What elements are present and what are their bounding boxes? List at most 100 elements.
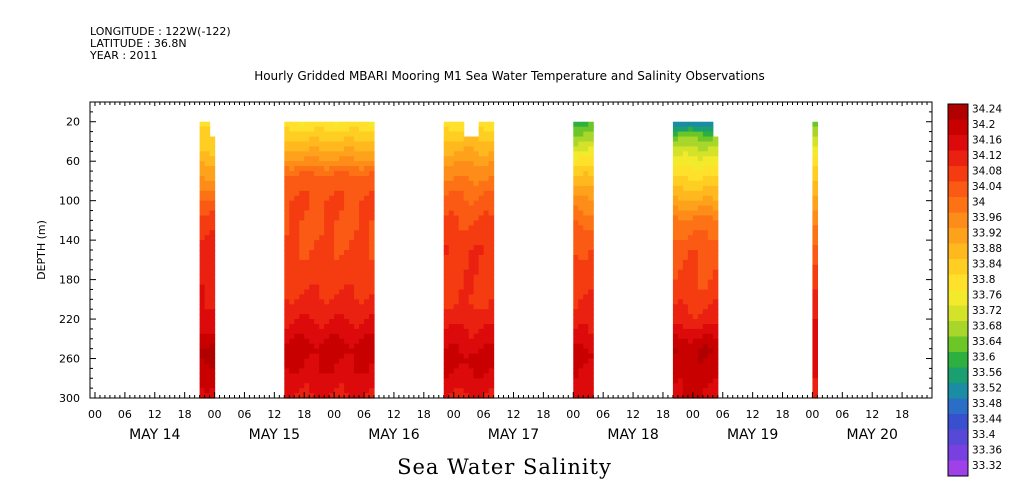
salinity-cell: [319, 309, 325, 315]
salinity-cell: [672, 240, 679, 246]
salinity-cell: [483, 363, 490, 369]
salinity-cell: [329, 240, 335, 246]
salinity-cell: [677, 269, 684, 276]
salinity-cell: [284, 309, 290, 315]
salinity-cell: [314, 250, 320, 256]
salinity-cell: [483, 121, 490, 128]
salinity-cell: [687, 378, 694, 384]
salinity-cell: [453, 250, 460, 256]
salinity-cell: [463, 304, 470, 310]
salinity-cell: [304, 314, 310, 320]
salinity-cell: [294, 166, 300, 172]
salinity-cell: [672, 289, 679, 295]
salinity-cell: [682, 388, 689, 394]
salinity-cell: [458, 383, 465, 389]
salinity-cell: [573, 195, 579, 202]
salinity-cell: [448, 274, 455, 281]
salinity-cell: [359, 333, 365, 340]
salinity-cell: [354, 393, 360, 399]
salinity-cell: [692, 151, 699, 157]
salinity-cell: [712, 378, 719, 384]
salinity-cell: [359, 171, 365, 177]
salinity-cell: [578, 171, 584, 177]
salinity-cell: [349, 220, 355, 226]
salinity-cell: [443, 185, 450, 192]
colorbar-swatch: [948, 352, 968, 368]
salinity-cell: [473, 358, 480, 365]
salinity-cell: [692, 205, 699, 212]
salinity-cell: [573, 180, 579, 187]
salinity-cell: [339, 289, 345, 295]
salinity-cell: [478, 284, 485, 291]
salinity-cell: [309, 200, 315, 207]
salinity-cell: [588, 156, 594, 162]
salinity-cell: [483, 259, 490, 266]
salinity-cell: [473, 328, 480, 335]
salinity-cell: [697, 393, 704, 399]
salinity-cell: [209, 166, 216, 172]
salinity-cell: [473, 245, 480, 251]
salinity-cell: [443, 378, 450, 384]
salinity-cell: [344, 314, 350, 320]
salinity-cell: [672, 368, 679, 374]
salinity-cell: [453, 190, 460, 197]
salinity-cell: [697, 126, 704, 133]
salinity-cell: [199, 245, 206, 251]
salinity-cell: [329, 304, 335, 310]
salinity-cell: [583, 220, 589, 226]
salinity-cell: [682, 264, 689, 271]
salinity-cell: [682, 284, 689, 291]
salinity-cell: [443, 235, 450, 241]
salinity-cell: [463, 166, 470, 172]
salinity-cell: [204, 279, 211, 286]
salinity-cell: [329, 343, 335, 350]
salinity-cell: [812, 378, 819, 384]
salinity-cell: [583, 180, 589, 187]
salinity-cell: [583, 235, 589, 241]
salinity-cell: [583, 259, 589, 266]
salinity-cell: [299, 210, 305, 217]
salinity-cell: [209, 220, 216, 226]
salinity-cell: [588, 259, 594, 266]
salinity-cell: [369, 240, 375, 246]
salinity-cell: [329, 338, 335, 345]
salinity-cell: [702, 220, 709, 226]
salinity-cell: [324, 383, 330, 389]
salinity-cell: [334, 378, 340, 384]
salinity-cell: [304, 176, 310, 182]
salinity-cell: [369, 176, 375, 182]
salinity-cell: [284, 259, 290, 266]
salinity-cell: [329, 250, 335, 256]
salinity-cell: [349, 235, 355, 241]
salinity-cell: [578, 136, 584, 143]
salinity-cell: [588, 161, 594, 167]
salinity-cell: [319, 264, 325, 271]
salinity-cell: [473, 195, 480, 202]
salinity-cell: [458, 235, 465, 241]
salinity-cell: [488, 314, 495, 320]
salinity-cell: [578, 156, 584, 162]
salinity-cell: [344, 373, 350, 379]
salinity-cell: [369, 161, 375, 167]
salinity-cell: [672, 373, 679, 379]
salinity-cell: [369, 200, 375, 207]
salinity-cell: [324, 274, 330, 281]
salinity-cell: [349, 176, 355, 182]
salinity-cell: [458, 200, 465, 207]
salinity-cell: [473, 388, 480, 394]
salinity-cell: [483, 343, 490, 350]
salinity-cell: [314, 210, 320, 217]
salinity-cell: [692, 230, 699, 236]
salinity-cell: [289, 333, 295, 340]
salinity-cell: [209, 324, 216, 330]
salinity-cell: [692, 333, 699, 340]
salinity-cell: [284, 146, 290, 152]
salinity-cell: [682, 176, 689, 182]
salinity-cell: [339, 333, 345, 340]
salinity-cell: [339, 245, 345, 251]
salinity-cell: [448, 146, 455, 152]
salinity-cell: [364, 220, 370, 226]
salinity-cell: [314, 284, 320, 291]
salinity-cell: [369, 180, 375, 187]
salinity-cell: [319, 284, 325, 291]
